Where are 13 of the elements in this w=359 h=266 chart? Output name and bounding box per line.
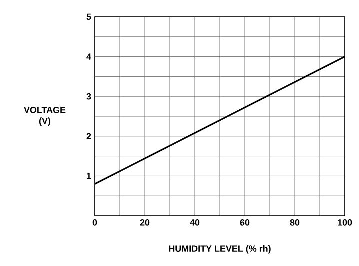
y-tick-label: 5 bbox=[86, 14, 92, 20]
x-tick-label: 0 bbox=[92, 220, 98, 226]
x-tick-label: 40 bbox=[190, 220, 200, 226]
y-tick-label: 3 bbox=[86, 93, 92, 100]
y-tick-label: 2 bbox=[86, 133, 92, 140]
y-tick-label: 1 bbox=[87, 173, 92, 180]
y-tick-label: 4 bbox=[86, 54, 92, 60]
x-axis-title: HUMIDITY LEVEL (% rh) bbox=[169, 245, 271, 254]
y-axis-title: VOLTAGE (V) bbox=[24, 106, 66, 126]
x-tick-label: 100 bbox=[338, 220, 352, 226]
x-tick-label: 60 bbox=[240, 220, 250, 226]
x-tick-label: 80 bbox=[290, 220, 300, 226]
x-tick-label: 20 bbox=[140, 220, 150, 226]
